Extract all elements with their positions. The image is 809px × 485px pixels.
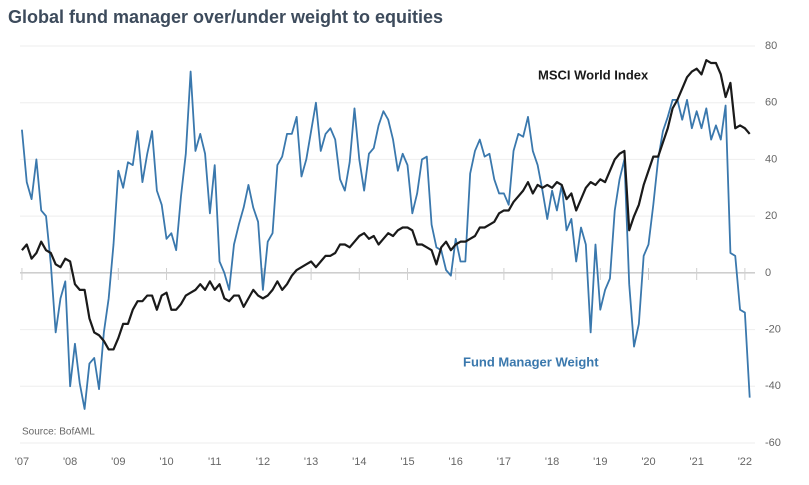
x-tick-label: '08 [63, 456, 77, 468]
x-tick-label: '19 [593, 456, 607, 468]
y-tick-label: 40 [765, 153, 777, 165]
y-tick-label: -40 [765, 380, 781, 392]
annotation: MSCI World Index [538, 67, 649, 82]
y-tick-label: -60 [765, 437, 781, 449]
x-tick-label: '18 [545, 456, 559, 468]
y-tick-label: 80 [765, 40, 777, 52]
x-tick-label: '14 [352, 456, 366, 468]
y-tick-label: -20 [765, 323, 781, 335]
chart-title: Global fund manager over/under weight to… [8, 7, 443, 27]
series-line [21, 59, 751, 351]
x-tick-label: '10 [159, 456, 173, 468]
source-note: Source: BofAML [22, 427, 95, 438]
x-tick-label: '17 [497, 456, 511, 468]
x-tick-label: '11 [208, 456, 222, 468]
x-tick-label: '15 [400, 456, 414, 468]
x-tick-label: '22 [738, 456, 752, 468]
x-tick-label: '07 [15, 456, 29, 468]
y-tick-label: 60 [765, 97, 777, 109]
series-line [21, 70, 751, 410]
x-tick-label: '09 [111, 456, 125, 468]
x-tick-label: '20 [641, 456, 655, 468]
x-tick-label: '12 [256, 456, 270, 468]
annotation: Fund Manager Weight [463, 354, 599, 369]
y-tick-label: 0 [765, 267, 771, 279]
x-tick-label: '21 [690, 456, 704, 468]
x-tick-label: '16 [449, 456, 463, 468]
x-tick-label: '13 [304, 456, 318, 468]
y-tick-label: 20 [765, 210, 777, 222]
